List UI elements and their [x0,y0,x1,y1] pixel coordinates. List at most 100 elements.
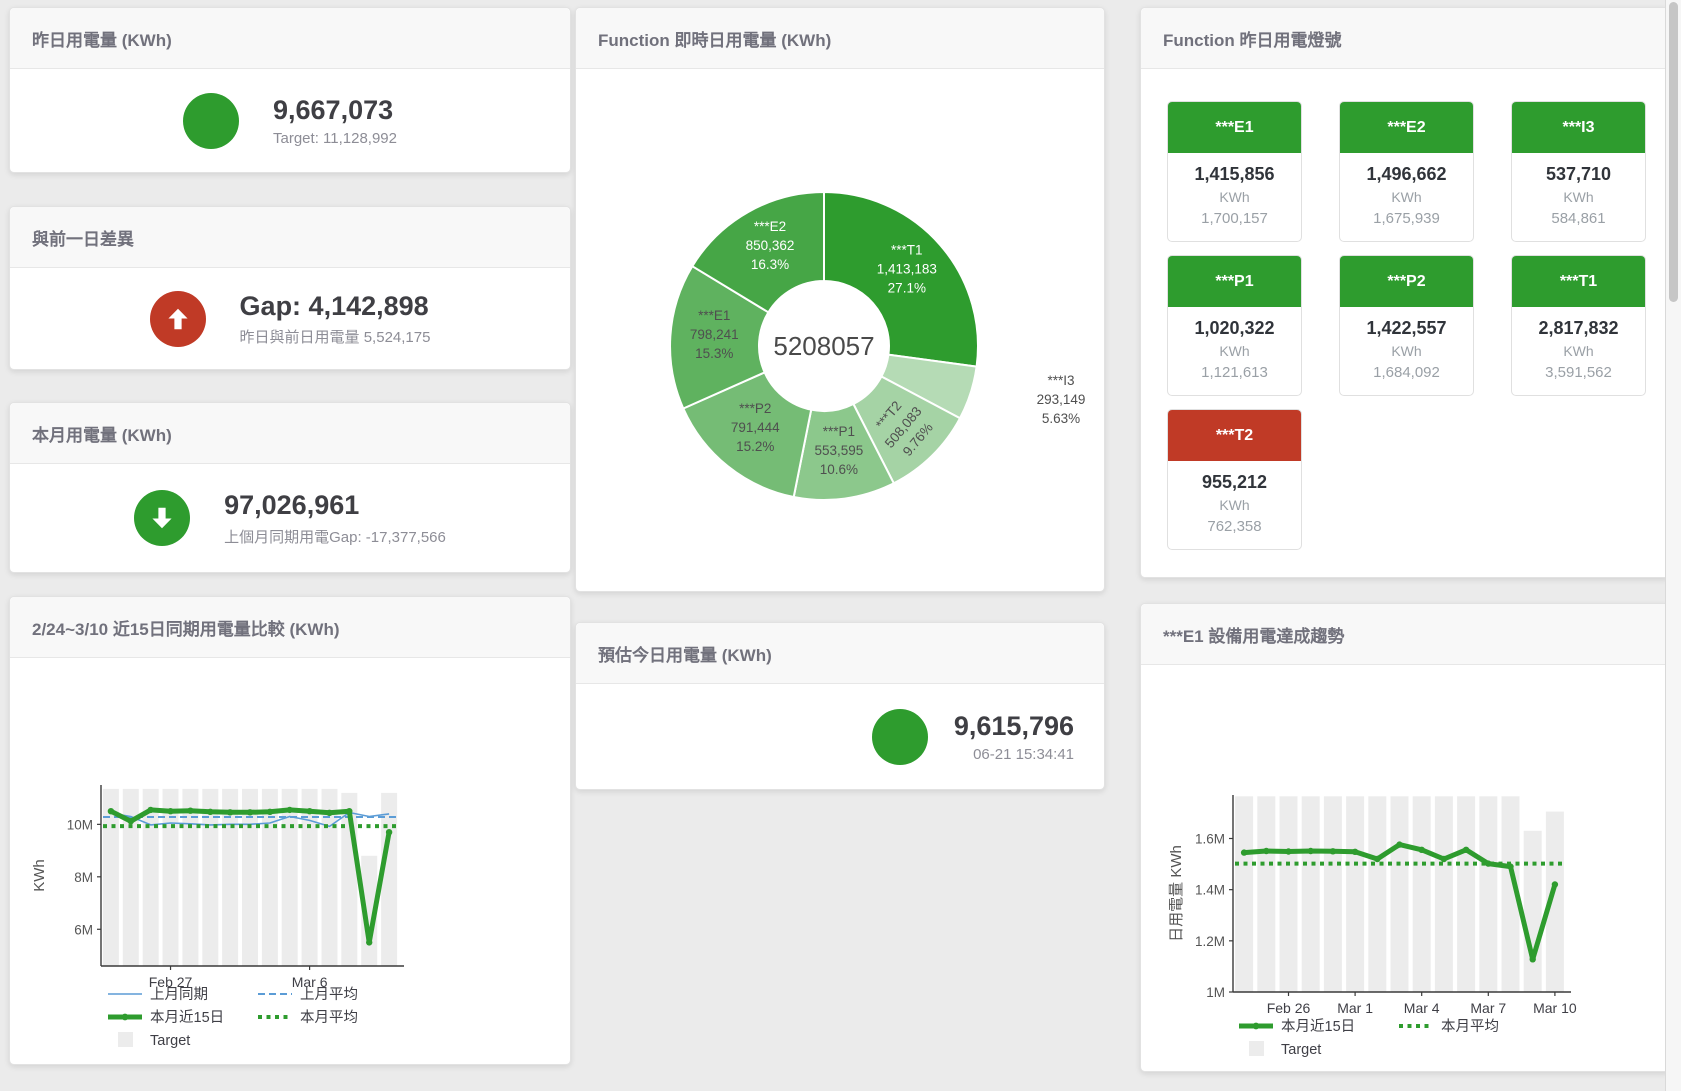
x-tick-label: Mar 1 [1337,1000,1373,1016]
device-status-tile: ***P2 1,422,557 KWh 1,684,092 [1339,255,1474,396]
device-name-badge: ***E1 [1168,102,1301,153]
series-point [107,808,115,815]
target-bar [301,788,318,966]
target-bar [1412,796,1431,992]
series-point [306,808,313,815]
series-point [1307,847,1314,855]
series-point [1462,846,1470,853]
target-bar [1390,796,1409,992]
series-point [1418,846,1425,853]
legend-item[interactable]: 本月平均 [258,1009,358,1026]
card-title-month: 本月用電量 (KWh) [10,403,570,464]
target-bar [1457,796,1476,992]
device-unit-label: KWh [1563,189,1594,205]
kpi-subtitle-yesterday: Target: 11,128,992 [273,130,397,148]
y-tick-label: 6M [74,922,93,937]
x-tick-label: Feb 26 [1267,1000,1311,1016]
device-kwh-value: 1,415,856 [1194,164,1275,184]
series-point [326,809,333,816]
series-point [246,809,254,816]
arrow-down-circle-icon [134,490,191,546]
x-tick-label: Mar 7 [1470,1000,1506,1016]
series-point [385,829,393,836]
kpi-value-today-estimate: 9,615,796 [953,710,1074,741]
legend-item[interactable]: 本月近15日 [1239,1018,1355,1035]
series-point [167,808,174,815]
device-unit-label: KWh [1219,497,1250,513]
donut-slice-T1[interactable] [823,191,979,368]
card-title-yesterday: 昨日用電量 (KWh) [10,8,570,69]
card-title-lights: Function 昨日用電燈號 [1141,8,1669,69]
legend-item[interactable]: Target [1249,1041,1321,1058]
device-name-badge: ***I3 [1512,102,1645,153]
legend-label: 上月平均 [300,986,358,1003]
target-bar [202,788,219,966]
target-bar [321,788,338,966]
y-tick-label: 1.2M [1195,934,1225,949]
legend-label: 本月平均 [300,1009,358,1026]
series-point [1529,956,1536,963]
target-bar [1323,796,1342,992]
series-point [147,806,154,814]
device-values: 1,020,322 KWh 1,121,613 [1168,307,1301,384]
legend-item[interactable]: 本月近15日 [108,1009,224,1026]
kpi-subtitle-gap: 昨日與前日用電量 5,524,175 [239,329,431,347]
device-status-tile: ***I3 537,710 KWh 584,861 [1511,101,1646,242]
series-point [366,939,373,946]
target-bar [242,788,258,966]
device-unit-label: KWh [1391,189,1422,205]
y-tick-label: 1.4M [1195,883,1225,898]
donut-slice-E1[interactable] [669,265,770,410]
device-name-badge: ***P1 [1168,256,1301,307]
x-tick-label: Mar 4 [1404,1000,1440,1016]
kpi-value-yesterday: 9,667,073 [273,94,394,125]
y-axis-title: KWh [31,859,48,892]
kpi-value-month: 97,026,961 [224,490,360,521]
donut-center-total: 5208057 [773,331,874,361]
device-target-value: 1,675,939 [1373,210,1440,227]
scrollbar-thumb[interactable] [1669,2,1678,302]
device-values: 1,415,856 KWh 1,700,157 [1168,153,1301,230]
card-title-e1-trend: ***E1 設備用電達成趨勢 [1141,604,1669,665]
target-bar [1279,796,1298,992]
device-name-badge: ***T2 [1168,410,1301,461]
device-target-value: 1,700,157 [1201,210,1268,227]
legend-item[interactable]: 本月平均 [1399,1018,1499,1035]
device-name-badge: ***T1 [1512,256,1645,307]
scrollbar[interactable] [1665,0,1681,1091]
legend-item[interactable]: 上月平均 [258,986,358,1003]
legend-item[interactable]: Target [118,1032,190,1049]
device-kwh-value: 955,212 [1201,472,1268,492]
donut-slice-P2[interactable] [682,371,813,498]
donut-slice-label: ***P2 791,444 15.2% [731,401,780,454]
legend-label: 本月平均 [1441,1018,1499,1035]
device-status-tile: ***T2 955,212 KWh 762,358 [1167,409,1302,550]
target-bar [1523,830,1542,992]
x-tick-label: Mar 6 [292,974,328,990]
legend-label: Target [150,1033,190,1049]
series-point [1351,848,1359,855]
target-bar [162,788,179,966]
device-values: 2,817,832 KWh 3,591,562 [1512,307,1645,384]
target-bar [1501,796,1520,992]
legend-label: Target [1281,1042,1321,1058]
realtime-donut-card: Function 即時日用電量 (KWh) ***T1 1,413,183 27.1… [575,7,1105,592]
y-tick-label: 8M [74,870,93,885]
legend-label: 上月同期 [150,986,208,1003]
target-bar [1301,796,1320,992]
device-target-value: 3,591,562 [1545,364,1612,381]
kpi-card-today-estimate: 預估今日用電量 (KWh) 9,615,796 06-21 15:34:41 [575,622,1105,790]
series-point [1485,860,1492,867]
e1-trend-card: ***E1 設備用電達成趨勢 1M 1.2M 1.4M 1.6M 日用電量 KWh Feb… [1140,603,1670,1072]
device-unit-label: KWh [1219,343,1250,359]
device-values: 955,212 KWh 762,358 [1168,461,1301,538]
target-bar [1479,796,1498,992]
device-values: 1,496,662 KWh 1,675,939 [1340,153,1473,230]
device-unit-label: KWh [1563,343,1594,359]
legend-item[interactable]: 上月同期 [108,986,208,1003]
donut-slice-E2[interactable] [691,191,825,314]
device-kwh-value: 1,020,322 [1194,318,1275,338]
card-title-comparison: 2/24~3/10 近15日同期用電量比較 (KWh) [10,597,570,658]
device-status-tile: ***P1 1,020,322 KWh 1,121,613 [1167,255,1302,396]
